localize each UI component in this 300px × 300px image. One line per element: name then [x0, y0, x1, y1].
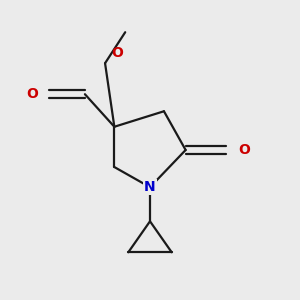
- Text: N: N: [144, 180, 156, 194]
- Text: O: O: [26, 87, 38, 101]
- Text: O: O: [238, 143, 250, 157]
- Text: O: O: [111, 46, 123, 60]
